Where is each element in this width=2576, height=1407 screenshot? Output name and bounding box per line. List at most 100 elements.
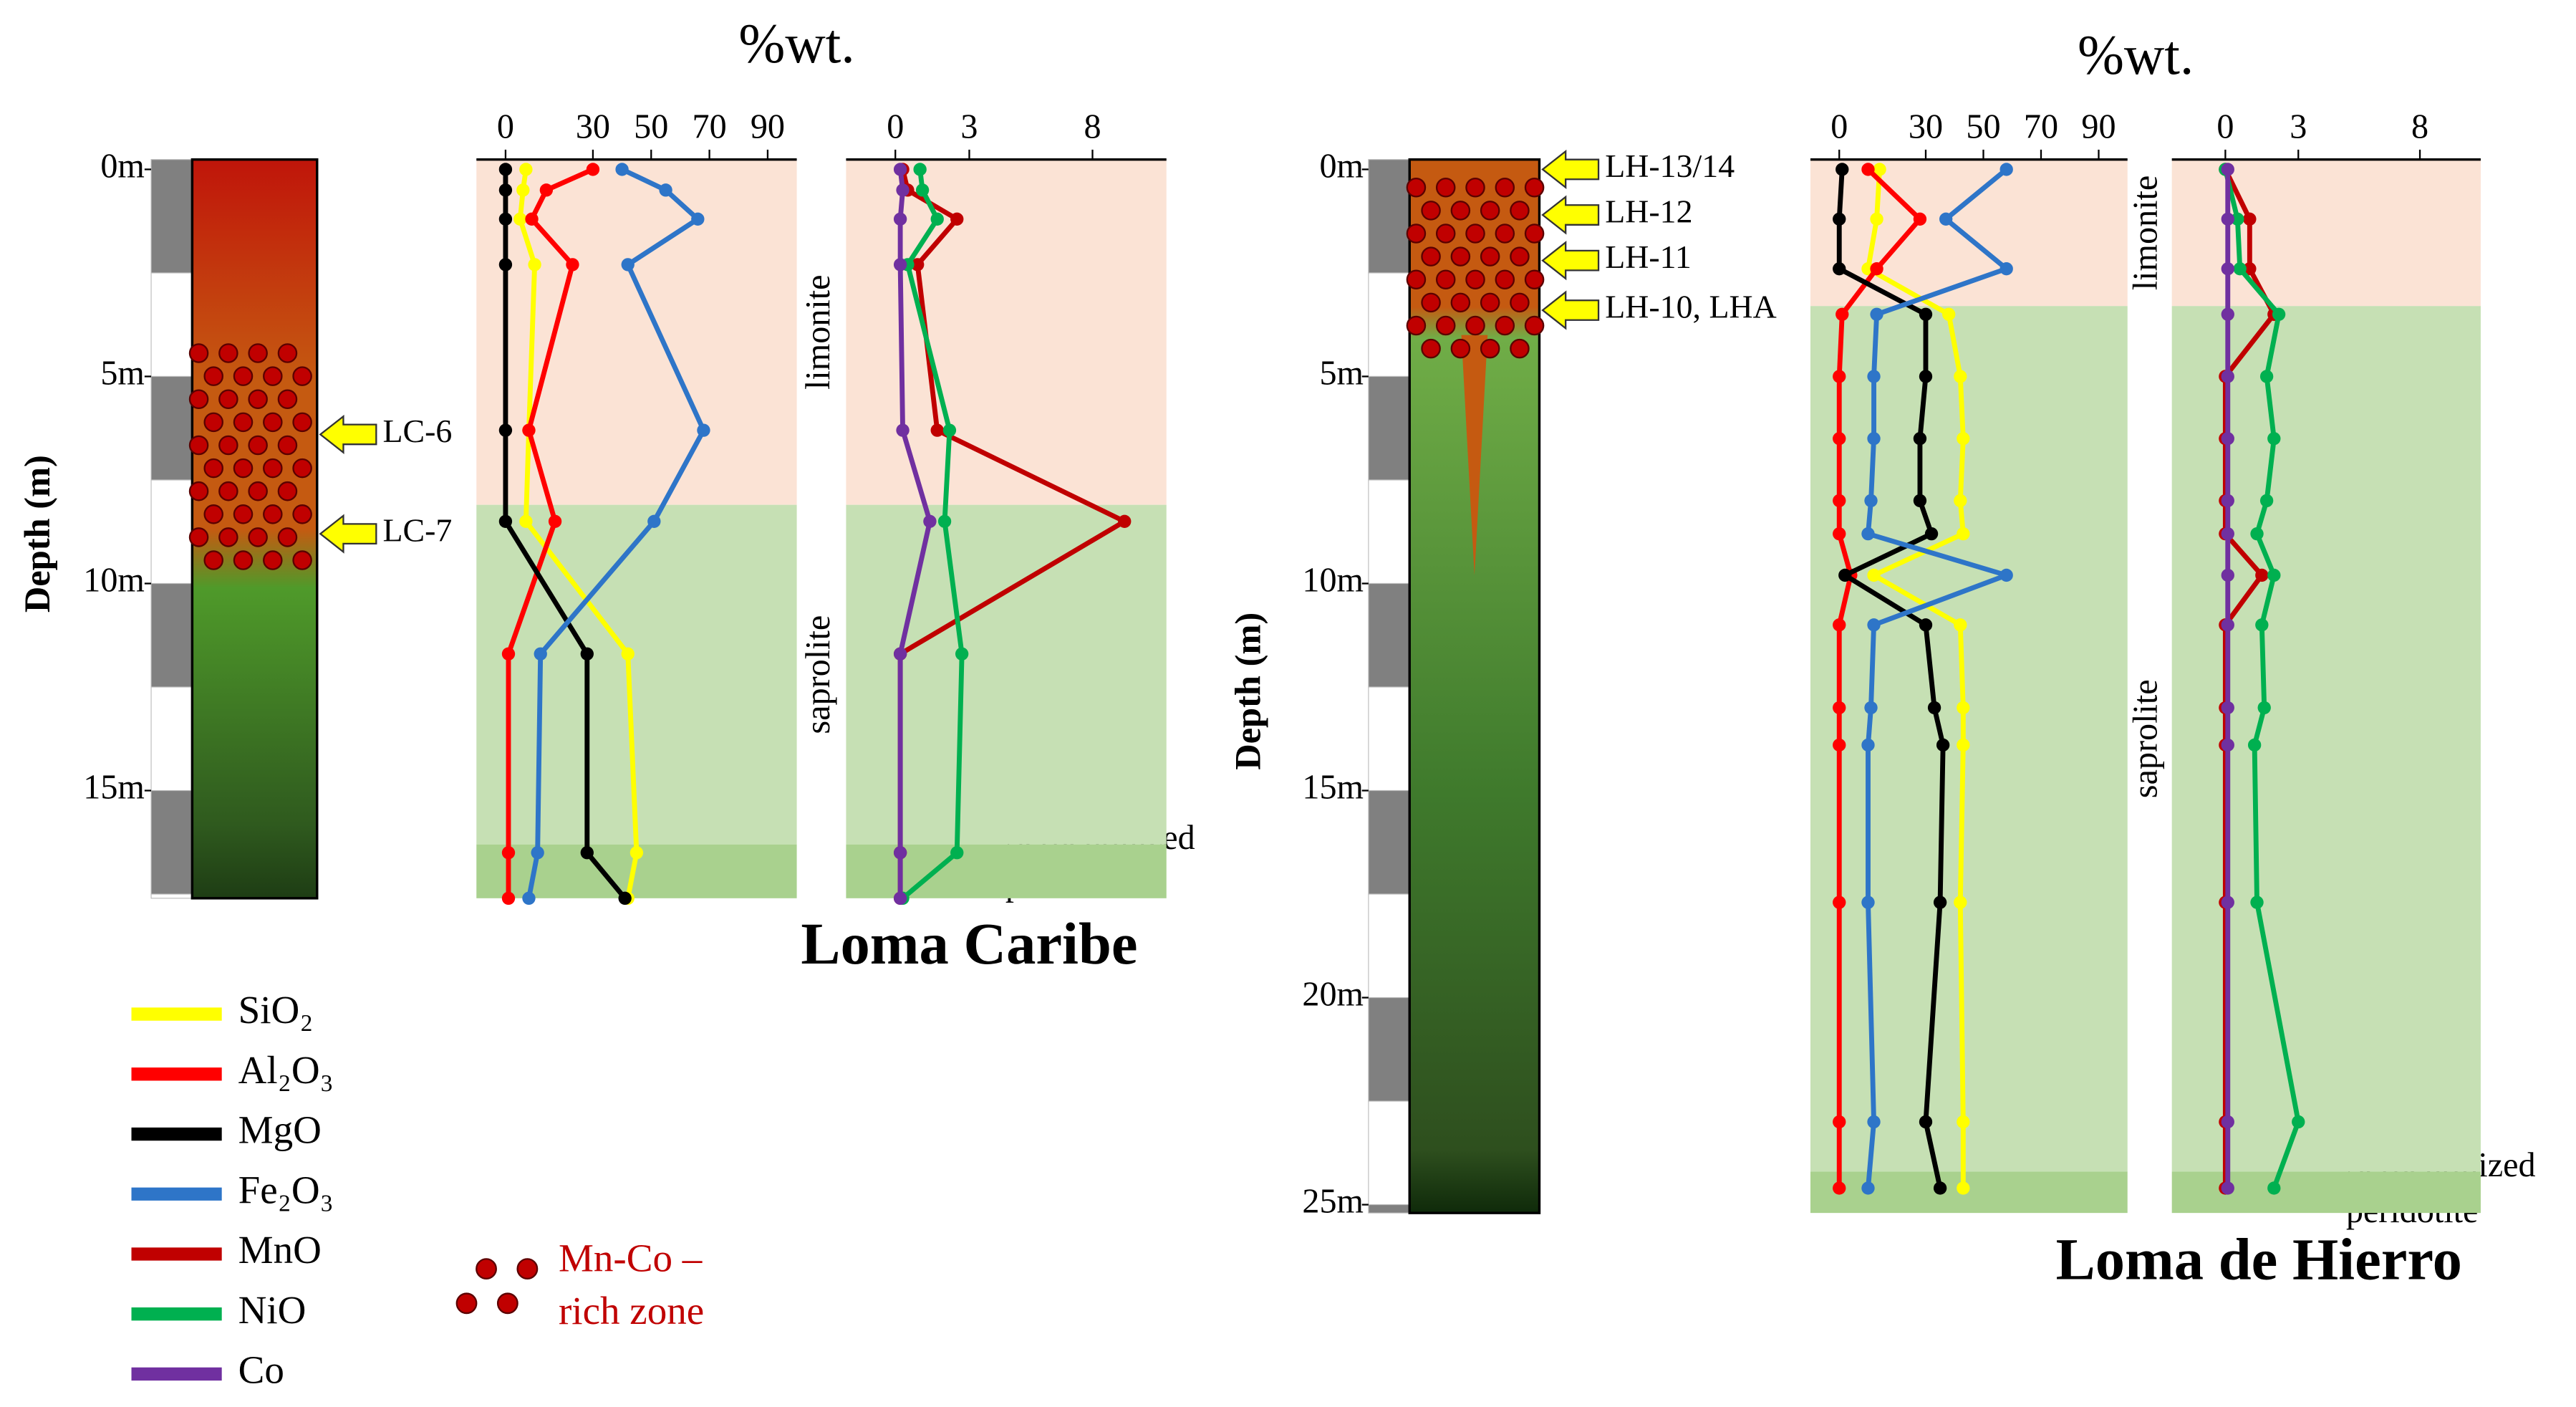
legend-dot [455,1292,478,1315]
scale-block [150,686,193,792]
mn-co-dot [263,458,283,479]
mn-co-dot [248,389,268,409]
mn-co-dot [1450,292,1471,313]
mn-co-dot [1510,246,1530,266]
zone-band [2171,306,2481,1172]
profile-point [1833,895,1846,909]
profile-point [586,163,600,176]
profile-point [913,163,927,176]
mn-co-dot [1465,224,1485,244]
x-tick-label: 0 [887,107,904,145]
zone-band [1810,306,2128,1172]
profile-point [1861,163,1875,176]
mn-co-dot [203,458,223,479]
profile-point [1999,568,2013,582]
mn-co-dot [248,343,268,363]
mn-co-zone [1406,178,1545,359]
profile-point [697,423,710,437]
profile-point [2292,1115,2305,1129]
legend-dot [496,1292,518,1315]
mn-co-dot [1465,269,1485,290]
mn-co-dot [203,412,223,433]
profile-point [1835,307,1849,321]
legend-dot [516,1258,539,1280]
zone-band [846,504,1167,845]
profile-point [937,514,952,528]
profile-point [1957,1115,1970,1129]
profile-point [1833,370,1846,383]
profile-point [1954,494,1967,508]
profile-point [2247,738,2262,752]
profile-point [2221,1115,2234,1129]
profile-point [531,846,544,860]
zone-label: saprolite [2127,679,2165,798]
profile-point [621,258,635,272]
profile-point [1927,701,1941,715]
x-tick-label: 90 [2081,107,2116,145]
lithology-wedge [1461,335,1488,575]
profile-point [539,183,554,197]
profile-point [498,163,513,176]
legend-label: NiO [238,1288,307,1332]
mn-co-dot [233,504,254,524]
mn-co-dot [188,481,209,501]
mn-co-dot [218,389,238,409]
mn-co-dot [188,527,209,547]
profile-point [2221,370,2234,383]
mn-co-dot [1510,292,1530,313]
profile-point [498,212,513,226]
site-title: Loma Caribe [801,911,1137,976]
mn-co-dot [277,481,298,501]
mn-co-dot [1480,201,1500,221]
profile-point [893,846,907,860]
profile-point [647,514,661,528]
profile-point [629,846,644,860]
sample-arrow [1541,290,1600,330]
profile-point [2250,527,2264,541]
profile-point [580,647,594,661]
profile-point [1999,262,2013,276]
profile-point [1957,701,1970,715]
zone-band [2171,159,2481,307]
y-tick-label: 10m [1302,562,1364,600]
mn-co-dot [1450,201,1471,221]
profile-point [1864,701,1878,715]
profile-point [1833,527,1846,541]
mn-co-dot [292,504,312,524]
profile-point [930,212,944,226]
mn-co-dot [218,435,238,456]
profile-point [2250,895,2264,909]
profile-point [580,846,594,860]
mn-co-dot [218,527,238,547]
profile-point [1919,307,1933,321]
mn-co-dot [1524,178,1545,198]
profile-point [2221,163,2234,176]
scale-block [150,479,193,585]
legend-dot [476,1258,497,1280]
profile-point [1833,212,1846,226]
sample-label: LH-13/14 [1605,148,1735,184]
mn-co-dot [292,550,312,570]
scale-block [1368,997,1410,1102]
unit-label: %wt. [2078,24,2194,86]
profile-point [498,258,513,272]
profile-point [1870,307,1883,321]
profile-point [1873,163,1886,176]
profile-point [1913,494,1927,508]
profile-point [2221,1181,2234,1195]
profile-point [2255,618,2269,632]
profile-point [2221,738,2234,752]
scale-block [1368,1100,1410,1206]
y-tick-label: 5m [1319,355,1364,393]
profile-point [534,647,547,661]
scale-block [150,375,193,481]
scale-block [150,272,193,378]
scale-block [1368,1204,1410,1214]
scale-block [1368,686,1410,792]
mn-co-dot [233,366,254,386]
profile-point [618,891,632,906]
profile-point [1919,1115,1933,1129]
profile-point [1957,432,1970,446]
profile-point [1919,370,1933,383]
profile-point [1924,527,1939,541]
